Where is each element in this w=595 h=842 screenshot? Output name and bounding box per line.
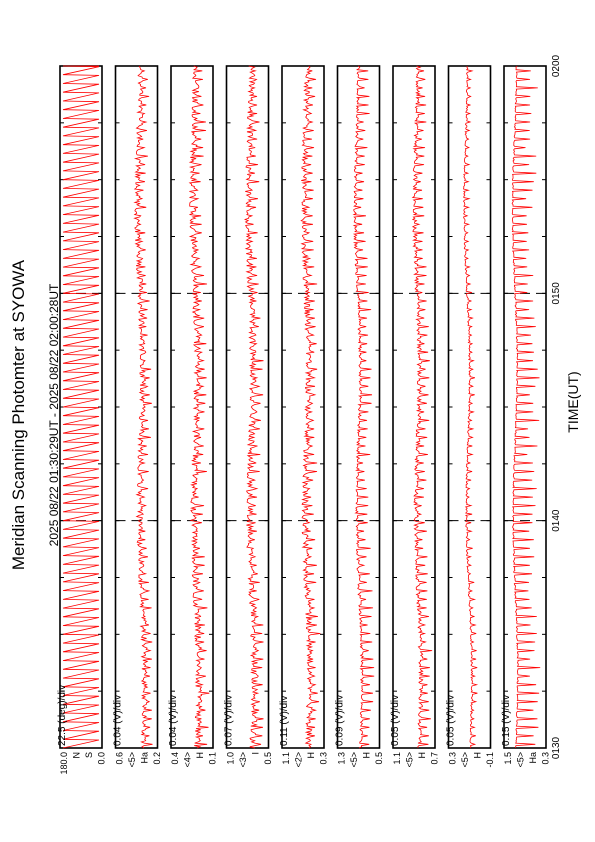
y-axis-label: 0.3 <box>448 752 458 765</box>
panel-frame <box>336 65 381 749</box>
x-tick-label: 0200 <box>551 54 562 77</box>
x-tick-label: 0150 <box>551 282 562 305</box>
x-tick-label: 0140 <box>551 509 562 532</box>
y-axis-label: <5> <box>405 752 415 768</box>
panel-3: 0.4 <4> H 0.1 0.04 (V)/div <box>168 65 218 768</box>
chart-title: Meridian Scanning Photomter at SYOWA <box>9 259 28 570</box>
y-axis-label: 0.5 <box>374 752 384 765</box>
y-axis-label: 0.3 <box>319 752 329 765</box>
panel-8: 0.3 <5> H -0.1 0.05 (V)/div <box>446 65 495 768</box>
y-axis-label: 1.5 <box>503 752 513 765</box>
y-axis-label: <5> <box>127 752 137 768</box>
chart-subtitle: 2025 08/22 01:30:29UT - 2025 08/22 02:00… <box>47 283 61 546</box>
y-axis-label: H <box>195 752 205 759</box>
y-axis-label: H <box>417 752 427 759</box>
y-axis-label: 1.3 <box>337 752 347 765</box>
y-axis-label: -0.1 <box>485 752 495 768</box>
series-trace <box>243 65 264 749</box>
scale-label: 0.09 (V)/div <box>335 695 346 746</box>
y-axis-label: H <box>473 752 483 759</box>
scale-label: 0.05 (V)/div <box>446 695 457 746</box>
y-axis-label: <5> <box>349 752 359 768</box>
y-axis-label: 0.3 <box>541 752 551 765</box>
y-axis-label: 0.6 <box>115 752 125 765</box>
panel-frame <box>503 65 547 749</box>
y-axis-label: I <box>251 752 261 755</box>
y-axis-label: N <box>72 752 82 759</box>
y-axis-label: <5> <box>516 752 526 768</box>
y-axis-label: 0.2 <box>152 752 162 765</box>
panel-frame <box>225 65 270 749</box>
series-trace <box>133 65 153 749</box>
panel-1: 180.0 N S 0.0 22.5 (deg)/div <box>57 65 107 775</box>
y-axis-label: 1.1 <box>281 752 291 765</box>
scale-label: 0.04 (V)/div <box>113 695 124 746</box>
panel-9: 1.5 <5> Ha 0.3 0.15 (V)/div <box>501 65 551 768</box>
series-trace <box>62 65 100 749</box>
y-axis-label: 0.7 <box>430 752 440 765</box>
series-trace <box>462 65 479 749</box>
y-axis-label: Ha <box>140 752 150 764</box>
scale-label: 0.11 (V)/div <box>279 696 290 746</box>
x-ticks-group: 0130 0140 0150 0200 <box>551 54 562 759</box>
series-trace <box>300 65 321 749</box>
y-axis-label: H <box>362 752 372 759</box>
y-axis-label: <4> <box>183 752 193 768</box>
series-trace <box>511 65 541 749</box>
y-axis-label: H <box>306 752 316 759</box>
x-axis-label: TIME(UT) <box>565 371 581 432</box>
y-axis-label: <2> <box>294 752 304 768</box>
x-tick-label: 0130 <box>551 736 562 759</box>
panel-2: 0.6 <5> Ha 0.2 0.04 (V)/div <box>113 65 162 768</box>
series-trace <box>411 65 433 749</box>
y-axis-label: 0.4 <box>170 752 180 765</box>
y-axis-label: 0.1 <box>208 752 218 765</box>
y-axis-label: <5> <box>460 752 470 768</box>
panel-4: 1.0 <3> I 0.5 0.07 (V)/div <box>224 65 273 768</box>
y-axis-label: 180.0 <box>59 752 69 775</box>
series-trace <box>188 65 210 749</box>
y-axis-label: 1.0 <box>226 752 236 765</box>
scale-label: 0.07 (V)/div <box>224 695 235 746</box>
y-axis-label: S <box>84 752 94 758</box>
y-axis-label: 0.5 <box>263 752 273 765</box>
series-trace <box>352 65 375 749</box>
scale-label: 0.15 (V)/div <box>501 695 512 746</box>
y-axis-label: 1.1 <box>392 752 402 765</box>
y-axis-label: Ha <box>528 752 538 764</box>
scale-label: 22.5 (deg)/div <box>57 685 68 746</box>
scale-label: 0.04 (V)/div <box>168 695 179 746</box>
scale-label: 0.05 (V)/div <box>390 695 401 746</box>
y-axis-label: <3> <box>238 752 248 768</box>
panel-7: 1.1 <5> H 0.7 0.05 (V)/div <box>390 65 440 768</box>
panel-frame <box>114 65 159 749</box>
panel-6: 1.3 <5> H 0.5 0.09 (V)/div <box>335 65 384 768</box>
y-axis-label: 0.0 <box>97 752 107 765</box>
panel-frame <box>170 65 214 749</box>
panel-5: 1.1 <2> H 0.3 0.11 (V)/div <box>279 65 329 768</box>
